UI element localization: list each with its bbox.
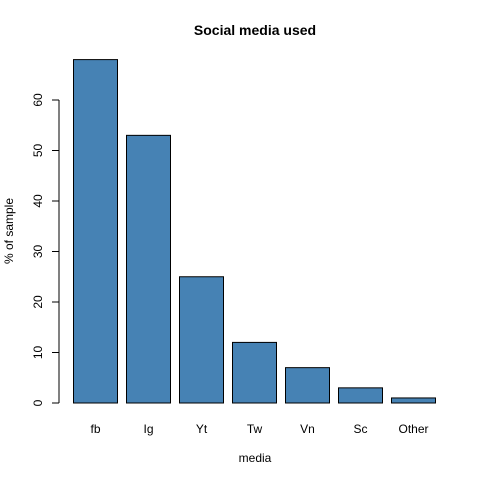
y-tick-label: 30 — [31, 245, 45, 259]
x-tick-label: Tw — [247, 422, 263, 436]
y-tick-label: 60 — [31, 93, 45, 107]
bars-group — [73, 59, 436, 404]
y-tick-label: 20 — [31, 295, 45, 309]
bar-vn — [285, 367, 330, 404]
bar-fb — [73, 59, 118, 404]
x-tick-label: Vn — [300, 422, 315, 436]
x-tick-label: Other — [398, 422, 428, 436]
x-tick-labels: fb Ig Yt Tw Vn Sc Other — [90, 422, 428, 436]
bar-ig — [126, 134, 171, 404]
x-tick-label: Ig — [143, 422, 153, 436]
y-tick-label: 40 — [31, 194, 45, 208]
x-axis-label: media — [239, 451, 272, 465]
bar-yt — [179, 276, 224, 404]
y-axis: 0 10 20 30 40 50 60 — [31, 93, 60, 406]
x-tick-label: Sc — [353, 422, 367, 436]
bar-other — [391, 397, 436, 404]
bar-sc — [338, 387, 383, 404]
y-tick-label: 50 — [31, 144, 45, 158]
x-tick-label: fb — [90, 422, 100, 436]
y-axis-label: % of sample — [2, 198, 16, 264]
y-tick-label: 10 — [31, 346, 45, 360]
x-tick-label: Yt — [196, 422, 208, 436]
chart-title: Social media used — [194, 22, 316, 38]
bar-tw — [232, 341, 277, 404]
y-tick-label: 0 — [31, 399, 45, 406]
